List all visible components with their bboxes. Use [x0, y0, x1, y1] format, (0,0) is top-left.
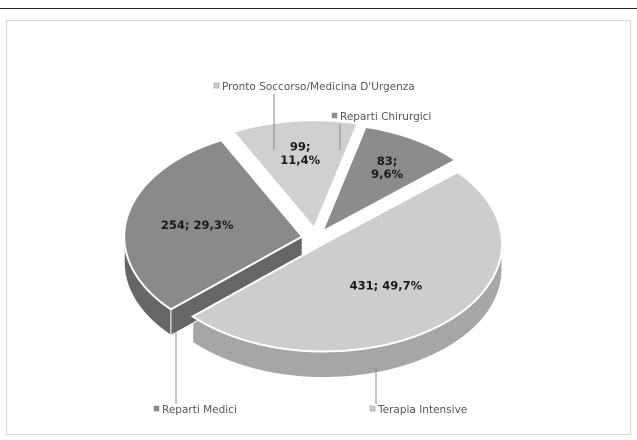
data-label-reparti-medici: 254; 29,3%: [161, 218, 234, 232]
pie-slice-pronto-soccorso-medicina-d-urgenza: [231, 119, 360, 231]
legend-swatch-reparti-chirurgici: [331, 112, 338, 119]
legend-label-pronto-soccorso-medicina-d-urgenza: Pronto Soccorso/Medicina D'Urgenza: [222, 81, 415, 93]
legend-label-reparti-medici: Reparti Medici: [162, 404, 237, 416]
data-label-reparti-chirurgici: 83; 9,6%: [371, 154, 403, 181]
legend-swatch-pronto-soccorso-medicina-d-urgenza: [213, 82, 220, 89]
top-border-line: [0, 8, 637, 9]
pie-slice-reparti-medici: [123, 139, 304, 311]
legend-label-reparti-chirurgici: Reparti Chirurgici: [340, 111, 431, 123]
pie-slice-terapia-intensive: [190, 170, 504, 353]
data-label-pronto-soccorso-medicina-d-urgenza: 99; 11,4%: [280, 140, 320, 167]
legend-swatch-reparti-medici: [153, 405, 160, 412]
pie-slice-reparti-chirurgici: [320, 125, 458, 234]
data-label-terapia-intensive: 431; 49,7%: [350, 278, 423, 292]
legend-swatch-terapia-intensive: [369, 405, 376, 412]
legend-label-terapia-intensive: Terapia Intensive: [377, 404, 467, 416]
